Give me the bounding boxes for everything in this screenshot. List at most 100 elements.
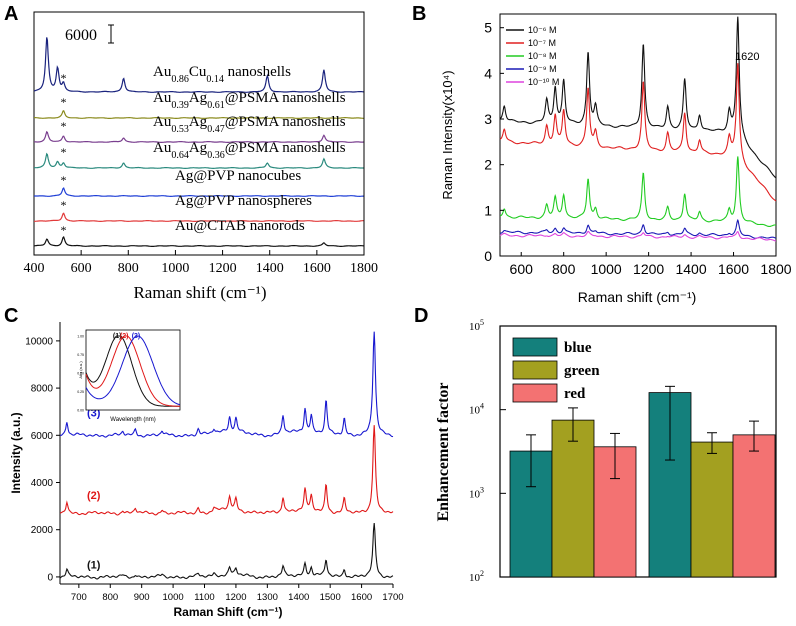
panel-b-legend-label: 10⁻⁸ M [528,51,557,61]
panel-d-y-tick-label: 102 [469,569,484,584]
panel-c-x-tick-label: 1400 [288,592,309,603]
panel-a-series-label: Au0.53Ag0.47@PSMA nanoshells [153,114,346,135]
panel-c-y-tick-label: 6000 [31,431,54,442]
panel-b-x-tick-label: 1200 [633,261,664,277]
panel-c-inset-y-label: Abs (a.u.) [78,361,83,379]
panel-b-series-line [500,156,777,227]
panel-a-series-line [34,152,364,169]
panel-c-x-tick-label: 1500 [320,592,341,603]
panel-c-series-line [59,523,394,580]
panel-a-peak-star: * [60,145,66,159]
panel-c-y-tick-label: 10000 [25,336,53,347]
panel-a-x-tick-label: 1400 [256,261,284,276]
panel-c-inset-y-tick-label: 0.25 [77,390,84,394]
panel-c-chart: (3)(2)(1)700 800 900 1000 1100 1200 1300 1400 15… [9,322,404,619]
panel-b-x-tick-label: 800 [552,261,576,277]
panel-label-b: B [412,3,426,25]
panel-a-x-tick-label: 600 [71,261,92,276]
panel-b-y-tick-label: 1 [484,202,492,218]
panel-c-inset-y-tick-label: 0.00 [77,409,84,413]
panel-a-x-tick-label: 400 [24,261,45,276]
panel-b-x-tick-label: 1000 [591,261,622,277]
panel-d-chart: blue green red 102 103 104 105 Enhancement fact… [435,318,777,584]
panel-a-series-label: Au0.86Cu0.14 nanoshells [153,64,291,85]
panel-c-inset-frame [85,329,181,411]
panel-d-bar [551,419,595,578]
panel-a-series-label: Ag@PVP nanocubes [175,168,301,184]
panel-b-series-line [499,230,777,242]
panel-a-peak-star: * [60,173,66,187]
panel-b-x-tick-label: 1400 [675,261,706,277]
panel-c-y-tick-label: 0 [47,572,53,583]
panel-label-a: A [4,3,18,25]
panel-a-series-line [33,37,364,93]
panel-d-legend-swatch [512,337,558,357]
panel-c-y-tick-label: 2000 [31,525,54,536]
panel-a-series-line [34,187,364,198]
panel-b-y-tick-label: 0 [484,248,492,264]
panel-a-series-label: Au@CTAB nanorods [175,218,305,234]
panel-b-y-tick-label: 2 [484,157,492,173]
panel-d-y-tick-label: 104 [469,402,484,417]
panel-d-bar [732,434,776,578]
panel-a-x-axis-label: Raman shift (cm⁻¹) [133,283,266,302]
panel-c-inset-y-tick-label: 1.00 [77,335,84,339]
panel-b-frame [499,13,777,257]
panel-b-y-tick-label: 4 [484,65,492,81]
panel-c-x-tick-label: 1000 [163,592,184,603]
panel-b-series-line [499,16,777,179]
panel-a-series-line [34,212,364,223]
panel-c-y-tick-label: 4000 [31,478,54,489]
panel-b-x-tick-label: 1600 [718,261,749,277]
panel-b-x-tick-label: 1800 [760,261,791,277]
panel-b-x-axis-label: Raman shift (cm⁻¹) [578,289,697,305]
panel-c-inset-line [85,335,181,407]
panel-a-peak-star: * [60,198,66,212]
panel-c-x-tick-label: 700 [71,592,87,603]
panel-c-y-axis-label: Intensity (a.u.) [9,412,23,493]
panel-a-frame [33,11,365,256]
panel-a-series-line [34,110,364,119]
panel-c-y-tick-label: 8000 [31,384,54,395]
panel-c-x-tick-label: 1300 [257,592,278,603]
panel-a-scale-text: 6000 [65,27,97,44]
panel-d-y-tick-label: 103 [469,485,484,500]
panel-d-y-axis-label: Enhancement factor [435,382,452,521]
panel-a-x-tick-label: 800 [118,261,139,276]
panel-b-series-line [500,218,777,239]
panel-c-inset-y-tick-label: 0.50 [77,372,84,376]
panel-c-series-label: (3) [87,407,101,419]
panel-c-x-tick-label: 1200 [225,592,246,603]
panel-c-series-label: (1) [87,560,101,572]
panel-c-x-tick-label: 1700 [382,592,403,603]
panel-c-inset-label: (2) [120,333,129,340]
panel-a-peak-star: * [60,119,66,133]
panel-b-y-axis-label: Raman Intensity(x10⁴) [440,70,455,199]
panel-b-legend-label: 10⁻¹⁰ M [528,77,559,87]
panel-a-series-line [33,235,364,247]
panel-label-d: D [414,305,428,327]
panel-b-y-tick-label: 3 [484,111,492,127]
panel-d-frame [499,325,777,578]
panel-a-peak-star: * [60,71,66,85]
panel-a-x-tick-label: 1200 [209,261,237,276]
panel-a-peak-star: * [60,223,66,237]
panel-b-legend-label: 10⁻⁷ M [528,38,556,48]
panel-a-series-line [34,130,364,143]
panel-c-series-label: (2) [87,490,101,502]
panel-a-series-label: Au0.64Ag0.36@PSMA nanoshells [153,140,346,161]
panel-a-peak-star: * [60,95,66,109]
panel-c-inset-y-tick-label: 0.75 [77,353,84,357]
panel-a-x-tick-label: 1800 [350,261,378,276]
panel-c-inset-line [85,335,180,407]
panel-b-series-line [499,63,777,202]
panel-c-x-axis-label: Raman Shift (cm⁻¹) [173,605,282,619]
panel-d-legend-swatch [512,360,558,380]
panel-b-chart: 10⁻⁶ M 10⁻⁷ M 10⁻⁸ M 10⁻⁹ M 10⁻¹⁰ M 1620 600 80… [440,13,792,305]
panel-b-annotation: 1620 [735,51,759,63]
panel-a-chart: * Au0.86Cu0.14 nanoshells * Au0.39Ag0.61@PS… [24,11,378,302]
panel-c-x-tick-label: 1100 [194,592,214,603]
panel-a-series-label: Au0.39Ag0.61@PSMA nanoshells [153,90,346,111]
panel-a-x-tick-label: 1600 [303,261,331,276]
panel-label-c: C [4,305,18,327]
